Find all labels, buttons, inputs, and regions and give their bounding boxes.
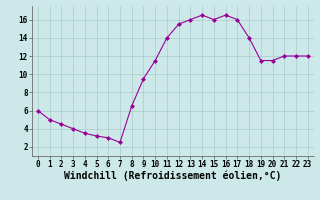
- X-axis label: Windchill (Refroidissement éolien,°C): Windchill (Refroidissement éolien,°C): [64, 171, 282, 181]
